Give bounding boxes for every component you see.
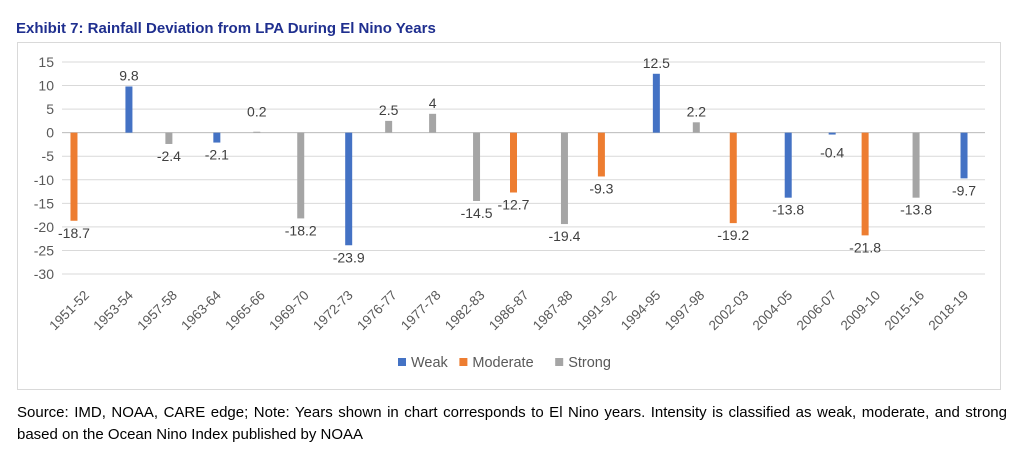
chart-title: Exhibit 7: Rainfall Deviation from LPA D… [16,20,436,37]
data-label: -12.7 [498,196,530,212]
x-tick-label: 2009-10 [838,288,884,334]
y-tick-label: 10 [38,78,54,94]
data-label: -18.2 [285,222,317,238]
x-tick-label: 1982-83 [442,288,488,334]
bar-weak-1994-95 [652,73,660,133]
bar-strong-1965-66 [253,131,261,133]
x-tick-label: 1953-54 [90,287,136,333]
bar-strong-1997-98 [692,122,700,133]
x-tick-label: 2018-19 [926,288,972,334]
y-tick-label: 0 [46,125,54,141]
y-tick-label: 15 [38,54,54,70]
data-label: 12.5 [643,55,670,71]
data-label: -13.8 [772,202,804,218]
legend-label-strong: Strong [568,355,611,371]
x-tick-label: 1957-58 [134,288,180,334]
legend-label-weak: Weak [411,355,449,371]
x-tick-label: 1977-78 [398,288,444,334]
bars [70,73,968,246]
data-label: 2.2 [687,103,707,119]
y-tick-label: -10 [34,172,54,188]
legend-swatch-strong [555,358,564,366]
legend-swatch-weak [398,358,406,366]
y-tick-label: -20 [34,219,54,235]
y-tick-label: -5 [42,148,55,164]
legend-label-moderate: Moderate [472,355,533,371]
bar-moderate-1986-87 [510,132,517,193]
bar-strong-1982-83 [473,132,481,201]
x-tick-label: 1951-52 [46,288,92,334]
data-label: -23.9 [333,249,365,265]
data-label: -19.4 [548,228,580,244]
x-tick-label: 2006-07 [794,288,840,334]
data-labels: 9.8-2.1-23.912.5-13.8-0.4-9.7-18.7-12.7-… [58,55,976,265]
bar-strong-1969-70 [297,132,305,219]
x-tick-label: 1994-95 [618,288,664,334]
bar-strong-1957-58 [165,132,173,144]
x-tick-label: 1965-66 [222,288,268,334]
bar-weak-1953-54 [125,86,133,133]
data-label: -9.7 [952,182,976,198]
x-tick-label: 1963-64 [178,287,224,333]
bar-strong-2015-16 [912,132,920,198]
bar-strong-1976-77 [385,120,393,133]
data-label: -13.8 [900,202,932,218]
source-note: Source: IMD, NOAA, CARE edge; Note: Year… [17,404,1007,443]
bar-moderate-1991-92 [597,132,605,177]
gridlines [62,61,985,275]
bar-moderate-1951-52 [70,132,78,221]
x-tick-label: 1969-70 [266,288,312,334]
data-label: -21.8 [849,239,881,255]
bar-weak-2004-05 [784,132,792,198]
data-label: -9.3 [589,180,613,196]
legend-swatch-moderate [459,358,468,366]
x-tick-label: 1991-92 [574,288,620,334]
bar-weak-2018-19 [960,132,968,179]
data-label: -0.4 [820,145,844,161]
bar-strong-1977-78 [429,113,437,133]
x-tick-label: 1976-77 [354,288,400,334]
data-label: -18.7 [58,225,90,241]
data-label: 4 [429,95,437,111]
x-tick-label: 1997-98 [662,288,708,334]
x-tick-label: 2002-03 [706,288,752,334]
bar-strong-1987-88 [560,132,568,225]
bar-chart: 15 10 5 0 -5 -10 -15 -20 -25 -30 9.8 -2.1 -23.9 12.5… [34,54,985,371]
data-label: 2.5 [379,102,399,118]
data-label: -14.5 [461,205,493,221]
y-tick-label: -15 [34,195,54,211]
bar-weak-2006-07 [828,132,836,135]
legend: Weak Moderate Strong [398,355,611,371]
bar-moderate-2002-03 [729,132,737,224]
y-tick-label: -30 [34,266,54,282]
chart-area [17,42,1001,390]
bar-weak-1972-73 [345,132,353,246]
x-tick-label: 1972-73 [310,288,356,334]
x-tick-label: 1987-88 [530,288,576,334]
bar-weak-1963-64 [213,132,221,143]
y-tick-label: -25 [34,242,54,258]
bar-moderate-2009-10 [861,132,869,236]
data-label: -2.4 [157,148,181,164]
x-tick-label: 2015-16 [882,288,928,334]
data-label: -2.1 [205,147,229,163]
data-label: 0.2 [247,104,267,120]
data-label: 9.8 [119,67,139,83]
y-tick-label: 5 [46,101,54,117]
data-label: -19.2 [717,227,749,243]
x-axis: 1951-521953-541957-581963-641965-661969-… [46,287,971,333]
x-tick-label: 2004-05 [750,288,796,334]
y-axis: 15 10 5 0 -5 -10 -15 -20 -25 -30 [34,54,54,282]
x-tick-label: 1986-87 [486,288,532,334]
